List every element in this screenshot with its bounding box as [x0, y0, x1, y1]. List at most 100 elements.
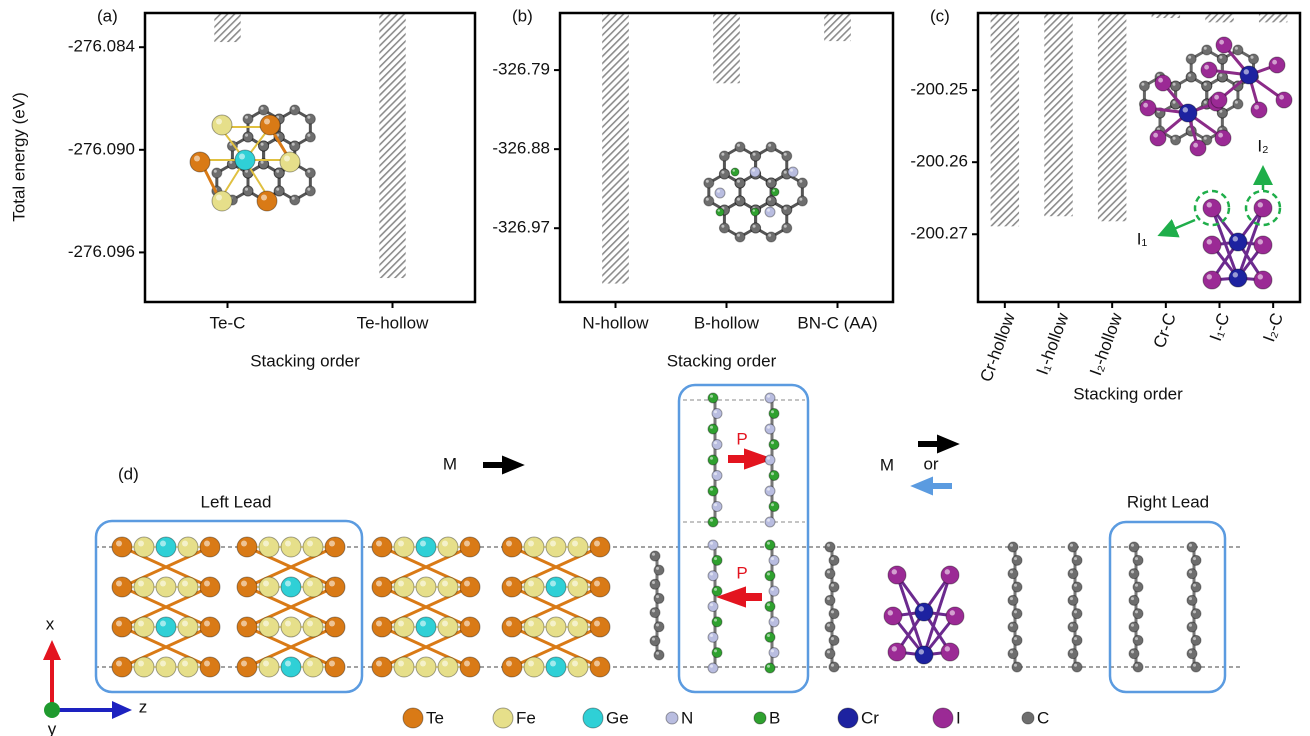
panel-label: (b): [512, 6, 533, 25]
atom: [280, 536, 302, 558]
atom: [750, 222, 762, 234]
atom: [1138, 80, 1150, 92]
magnetization-label: M: [880, 455, 894, 474]
atom: [750, 207, 760, 217]
magnetization-label: M: [443, 454, 457, 473]
x-tick-label: I₁-hollow: [1033, 310, 1073, 378]
atom: [887, 565, 907, 585]
atom-highlight: [771, 557, 774, 561]
atom-highlight: [710, 518, 713, 522]
atom: [199, 576, 221, 598]
atom: [653, 564, 665, 576]
atom-highlight: [1010, 543, 1013, 547]
atom-highlight: [771, 587, 774, 591]
atom-highlight: [752, 224, 756, 228]
atom: [371, 656, 393, 678]
atom-highlight: [1257, 274, 1264, 280]
atom-highlight: [767, 572, 770, 576]
atom: [1132, 661, 1144, 673]
bar: [602, 13, 629, 284]
atom: [707, 485, 719, 497]
atom: [914, 645, 934, 665]
atom-highlight: [241, 540, 247, 547]
atom-highlight: [1182, 107, 1189, 113]
atom: [371, 576, 393, 598]
atom-highlight: [260, 106, 264, 110]
atom-highlight: [771, 441, 774, 445]
atom: [273, 185, 285, 197]
atom: [280, 616, 302, 638]
atom-highlight: [1135, 557, 1138, 561]
atom-highlight: [1010, 650, 1013, 654]
atom-highlight: [783, 206, 787, 210]
x-tick-label: BN-C (AA): [797, 313, 877, 332]
x-tick-label: Te-C: [210, 313, 246, 332]
atom-highlight: [752, 168, 755, 172]
atom: [653, 621, 665, 633]
atom: [155, 576, 177, 598]
atom: [371, 536, 393, 558]
atom: [649, 635, 661, 647]
atom-highlight: [1206, 239, 1213, 245]
atom: [259, 114, 281, 136]
atom: [1011, 634, 1023, 646]
atom: [707, 631, 719, 643]
atom: [768, 439, 780, 450]
atom: [781, 204, 793, 216]
atom: [787, 166, 799, 178]
atom-highlight: [116, 580, 122, 587]
bar: [713, 13, 740, 84]
atom: [1186, 621, 1198, 633]
atom: [567, 656, 589, 678]
atom: [707, 516, 719, 528]
atom: [1253, 270, 1273, 290]
atom-highlight: [1074, 583, 1077, 587]
x-tick-label: N-hollow: [582, 313, 649, 332]
x-tick-label: I₂-hollow: [1086, 310, 1126, 378]
atom: [1071, 608, 1083, 620]
atom-highlight: [1250, 55, 1254, 59]
atom-highlight: [831, 663, 834, 667]
atom: [765, 141, 777, 153]
legend-label: Ge: [606, 708, 629, 727]
atom: [1190, 608, 1202, 620]
atom: [567, 536, 589, 558]
atom-highlight: [528, 580, 534, 587]
atom-highlight: [710, 572, 713, 576]
atom: [1011, 581, 1023, 593]
atom: [133, 576, 155, 598]
atom-highlight: [204, 620, 210, 627]
atom-highlight: [771, 472, 774, 476]
atom: [589, 616, 611, 638]
atom: [768, 647, 780, 659]
atom: [711, 408, 723, 419]
atom-highlight: [714, 649, 717, 653]
legend-swatch: [492, 707, 514, 729]
atom: [828, 554, 840, 566]
atom-highlight: [264, 118, 270, 125]
atom-highlight: [1189, 623, 1192, 627]
atom: [567, 616, 589, 638]
atom: [1248, 53, 1260, 65]
atom-highlight: [1188, 55, 1192, 59]
atom-highlight: [594, 660, 600, 667]
atom-highlight: [1234, 46, 1238, 50]
atom: [1128, 568, 1140, 580]
atom: [828, 608, 840, 620]
atom: [304, 131, 316, 143]
atom: [545, 616, 567, 638]
atom-highlight: [721, 152, 725, 156]
atom-highlight: [1188, 127, 1192, 131]
atom-highlight: [506, 580, 512, 587]
atom: [415, 656, 437, 678]
atom: [1007, 594, 1019, 606]
atom-highlight: [1203, 82, 1207, 86]
atom: [768, 470, 780, 481]
atom: [324, 616, 346, 638]
atom: [1011, 608, 1023, 620]
atom-highlight: [705, 197, 709, 201]
legend-label: B: [769, 708, 780, 727]
p-arrow: [728, 448, 774, 470]
panel-label: (c): [930, 6, 950, 25]
atom: [828, 661, 840, 673]
